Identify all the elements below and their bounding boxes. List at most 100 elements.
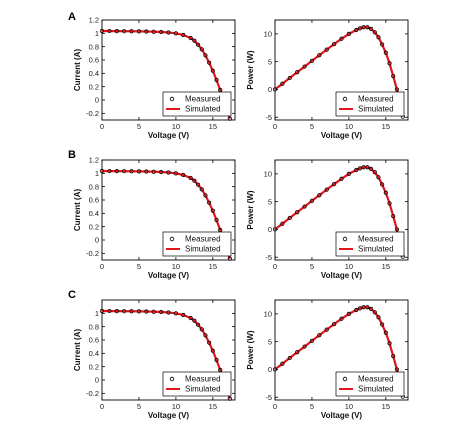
legend-measured-marker bbox=[169, 96, 175, 102]
y-tick-label: 5 bbox=[268, 197, 272, 206]
measured-point bbox=[188, 315, 193, 321]
measured-point bbox=[295, 210, 300, 215]
x-tick-label: 0 bbox=[100, 262, 104, 271]
measured-point bbox=[394, 87, 400, 92]
y-tick-label: 0 bbox=[95, 236, 99, 245]
measured-point bbox=[280, 81, 285, 86]
measured-point bbox=[188, 175, 193, 181]
measured-point bbox=[368, 26, 374, 31]
measured-point bbox=[203, 53, 208, 58]
measured-point bbox=[372, 30, 377, 35]
measured-point bbox=[214, 357, 219, 363]
measured-point bbox=[207, 200, 212, 205]
measured-point bbox=[114, 309, 119, 314]
measured-point bbox=[151, 29, 156, 34]
measured-point bbox=[181, 32, 186, 38]
measured-point bbox=[309, 58, 315, 63]
legend-simulated-label: Simulated bbox=[185, 385, 221, 394]
measured-point bbox=[166, 30, 171, 35]
x-axis-label: Voltage (V) bbox=[148, 411, 190, 420]
x-tick-label: 0 bbox=[100, 402, 104, 411]
x-tick-label: 0 bbox=[273, 122, 277, 131]
x-tick-label: 15 bbox=[209, 122, 217, 131]
measured-point bbox=[376, 175, 381, 180]
y-tick-label: 0.6 bbox=[89, 336, 99, 345]
measured-point bbox=[383, 330, 388, 335]
legend-measured-marker bbox=[169, 376, 175, 382]
measured-point bbox=[357, 26, 363, 31]
measured-point bbox=[272, 227, 278, 232]
y-tick-label: 0.2 bbox=[89, 222, 99, 231]
measured-point bbox=[295, 70, 300, 75]
x-tick-label: 15 bbox=[382, 402, 390, 411]
x-tick-label: 10 bbox=[172, 262, 180, 271]
measured-point bbox=[376, 35, 381, 40]
y-tick-label: 0 bbox=[95, 96, 99, 105]
measured-point bbox=[210, 208, 215, 213]
measured-point bbox=[227, 116, 232, 121]
measured-point bbox=[159, 29, 164, 35]
measured-point bbox=[324, 327, 329, 332]
measured-point bbox=[195, 322, 201, 327]
y-tick-label: 0 bbox=[268, 225, 272, 234]
legend-box bbox=[162, 231, 232, 257]
legend-simulated-label: Simulated bbox=[185, 245, 221, 254]
panel-label-b: B bbox=[68, 149, 76, 161]
measured-point bbox=[357, 166, 363, 171]
measured-point bbox=[136, 29, 142, 34]
measured-point bbox=[332, 182, 337, 187]
measured-point bbox=[394, 227, 400, 232]
x-tick-label: 15 bbox=[382, 262, 390, 271]
measured-point bbox=[181, 172, 186, 178]
legend-box bbox=[335, 231, 405, 257]
measured-point bbox=[357, 306, 363, 311]
y-axis-label: Current (A) bbox=[73, 49, 82, 92]
y-tick-label: 1.2 bbox=[89, 156, 99, 165]
measured-point bbox=[99, 308, 105, 314]
x-tick-label: 15 bbox=[382, 122, 390, 131]
legend-simulated-label: Simulated bbox=[185, 105, 221, 114]
measured-point bbox=[272, 367, 278, 372]
measured-point bbox=[227, 396, 232, 401]
y-tick-label: 10 bbox=[264, 169, 272, 178]
x-tick-label: 5 bbox=[310, 122, 314, 131]
measured-point bbox=[391, 74, 396, 79]
measured-point bbox=[129, 169, 134, 174]
measured-point bbox=[317, 333, 322, 338]
measured-point bbox=[302, 64, 307, 69]
y-tick-label: 0.8 bbox=[89, 42, 99, 51]
x-tick-label: 5 bbox=[310, 402, 314, 411]
measured-point bbox=[199, 47, 204, 52]
x-tick-label: 15 bbox=[209, 262, 217, 271]
y-tick-label: -5 bbox=[265, 393, 272, 402]
y-tick-label: 0.2 bbox=[89, 362, 99, 371]
measured-point bbox=[287, 215, 292, 221]
measured-point bbox=[188, 35, 193, 41]
measured-point bbox=[144, 309, 149, 314]
measured-point bbox=[383, 50, 388, 55]
measured-point bbox=[214, 77, 219, 83]
legend-simulated-label: Simulated bbox=[358, 385, 394, 394]
measured-point bbox=[203, 193, 208, 198]
y-tick-label: 0 bbox=[95, 376, 99, 385]
measured-point bbox=[346, 311, 351, 316]
measured-point bbox=[354, 27, 359, 33]
measured-point bbox=[332, 42, 337, 47]
measured-point bbox=[272, 87, 278, 92]
measured-point bbox=[114, 169, 119, 174]
x-tick-label: 15 bbox=[209, 402, 217, 411]
measured-point bbox=[166, 170, 171, 175]
x-tick-label: 10 bbox=[345, 402, 353, 411]
measured-point bbox=[302, 204, 307, 209]
legend-box bbox=[162, 91, 232, 117]
y-tick-label: 0 bbox=[268, 85, 272, 94]
y-tick-label: -0.2 bbox=[86, 389, 99, 398]
y-tick-label: 10 bbox=[264, 309, 272, 318]
x-tick-label: 5 bbox=[310, 262, 314, 271]
x-tick-label: 5 bbox=[137, 402, 141, 411]
x-tick-label: 5 bbox=[137, 122, 141, 131]
x-axis-label: Voltage (V) bbox=[148, 271, 190, 280]
